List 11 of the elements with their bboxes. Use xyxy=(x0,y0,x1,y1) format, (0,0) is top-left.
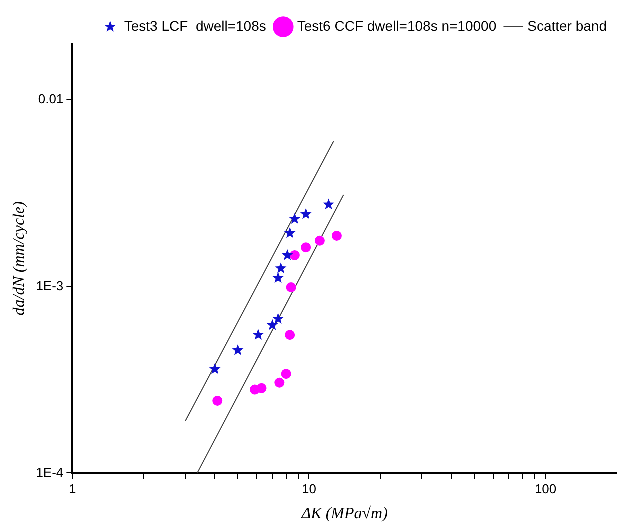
y-tick-label: 0.01 xyxy=(38,92,64,107)
legend-label: Test6 CCF dwell=108s n=10000 xyxy=(297,18,497,34)
x-tick-label: 10 xyxy=(302,482,316,497)
x-axis-title: ΔK (MPa√m) xyxy=(300,506,388,523)
y-tick-label: 1E-4 xyxy=(36,464,64,480)
y-tick-label: 1E-3 xyxy=(36,278,64,294)
x-tick-label: 100 xyxy=(534,482,557,497)
x-tick-label: 1 xyxy=(69,482,76,497)
legend-label: Test3 LCF dwell=108s xyxy=(124,18,266,34)
y-axis-title: da/dN (mm/cycle) xyxy=(10,202,28,316)
legend-label: Scatter band xyxy=(528,18,608,34)
